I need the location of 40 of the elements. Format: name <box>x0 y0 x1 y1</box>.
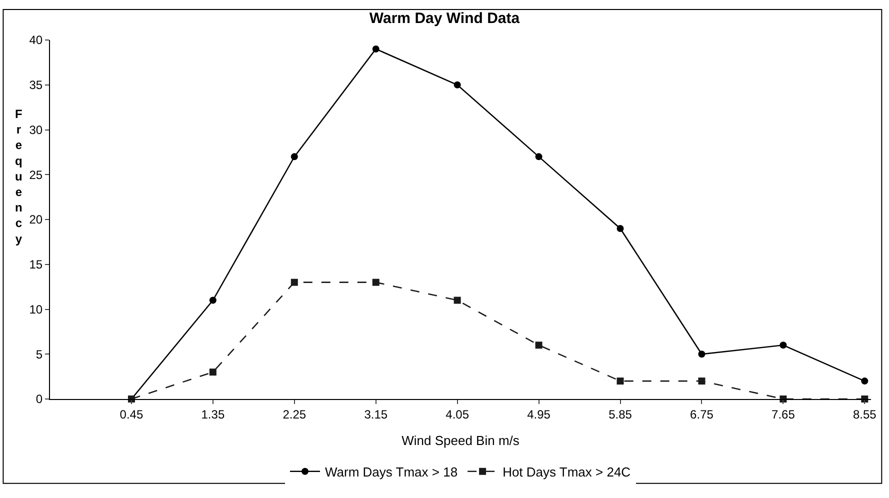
point <box>209 368 216 376</box>
text: Frequency <box>15 107 22 246</box>
x-tick-label: 3.15 <box>364 407 388 422</box>
x-tick-label: 1.35 <box>201 407 225 422</box>
point <box>535 153 542 160</box>
y-tick-label: 35 <box>29 78 43 92</box>
point <box>290 153 298 160</box>
point <box>698 350 706 358</box>
y-tick-label: 5 <box>36 347 43 362</box>
point <box>209 296 216 304</box>
y-tick-label: 0 <box>36 392 43 406</box>
x-tick-label: 2.25 <box>282 407 306 422</box>
point <box>372 278 380 286</box>
x-tick-label: 4.95 <box>527 407 551 422</box>
x-tick-label: 6.75 <box>690 407 714 422</box>
y-tick-label: 25 <box>29 168 43 182</box>
point <box>616 224 624 232</box>
x-tick-label: 8.55 <box>852 407 877 422</box>
point <box>698 378 706 385</box>
x-tick-label: 7.65 <box>772 407 796 422</box>
point <box>535 342 542 349</box>
y-tick-label: 15 <box>29 258 43 272</box>
point <box>616 378 624 385</box>
chart-title: Warm Day Wind Data <box>369 10 520 27</box>
point <box>780 342 787 349</box>
point <box>290 278 298 286</box>
y-tick-label: 30 <box>29 122 43 137</box>
point <box>454 81 461 88</box>
point <box>454 296 461 304</box>
x-tick-label: 4.05 <box>446 407 470 422</box>
y-tick-label: 40 <box>29 33 43 48</box>
y-tick-label: 20 <box>29 212 43 227</box>
y-tick-label: 10 <box>29 302 43 316</box>
point <box>372 45 380 52</box>
point <box>861 378 868 385</box>
x-tick-label: 0.45 <box>120 407 144 422</box>
legend-label: Hot Days Tmax > 24C <box>502 464 631 480</box>
x-axis-title: Wind Speed Bin m/s <box>402 433 520 448</box>
x-tick-label: 5.85 <box>608 407 632 422</box>
legend-label: Warm Days Tmax > 18 <box>325 464 458 480</box>
